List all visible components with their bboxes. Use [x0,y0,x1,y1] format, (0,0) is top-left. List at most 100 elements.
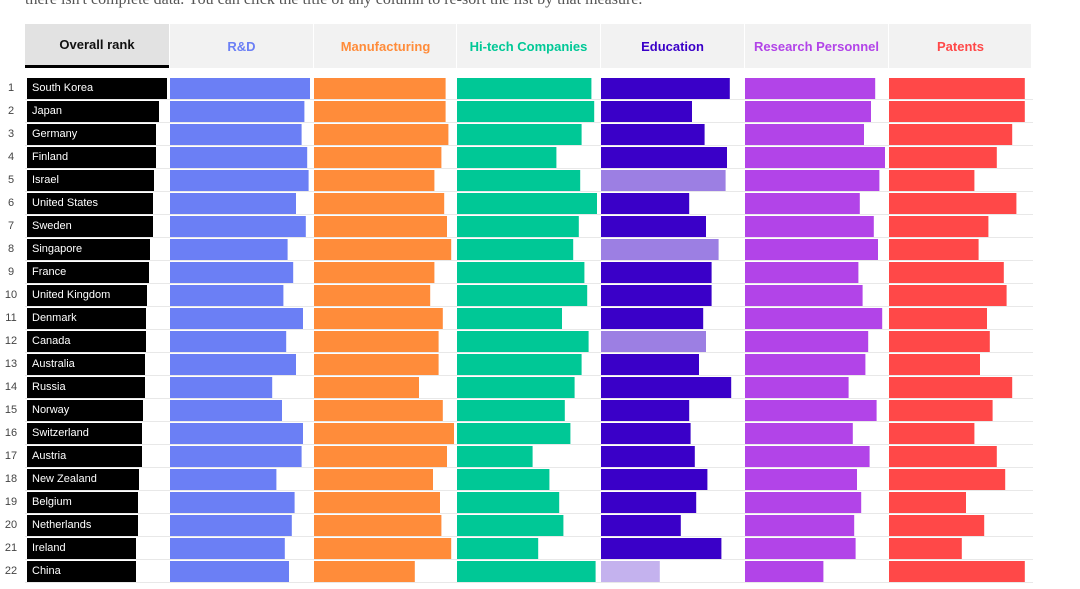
country-bar[interactable]: Israel [27,170,155,191]
rank-number: 19 [4,496,18,508]
rank-number: 7 [7,220,15,232]
bar-hitech [457,193,597,214]
country-bar[interactable]: Netherlands [27,515,138,536]
bar-hitech [457,400,565,421]
bar-hitech [457,469,550,490]
bar-hitech [457,147,557,168]
country-bar[interactable]: United States [27,193,153,214]
column-header-education[interactable]: Education [600,24,744,68]
bar-manufacturing [314,331,439,352]
rank-number: 14 [4,381,18,393]
rank-number: 9 [7,266,15,278]
country-label: Germany [32,128,78,140]
bar-patents [889,308,987,329]
column-header-rd[interactable]: R&D [169,24,313,68]
bar-manufacturing [314,285,431,306]
country-label: Australia [32,358,75,370]
bar-research [745,193,860,214]
column-header-manufacturing[interactable]: Manufacturing [313,24,457,68]
bar-patents [889,446,997,467]
row-divider [25,513,1033,514]
bar-manufacturing [314,124,449,145]
bar-research [745,101,871,122]
country-bar[interactable]: Switzerland [27,423,142,444]
rank-number: 10 [4,289,18,301]
country-label: United States [32,197,99,209]
country-label: France [32,266,67,278]
bar-research [745,216,874,237]
bar-hitech [457,308,562,329]
country-bar[interactable]: New Zealand [27,469,139,490]
bar-hitech [457,101,595,122]
rank-number: 8 [7,243,15,255]
rank-number: 20 [4,519,18,531]
bar-patents [889,124,1013,145]
bar-education [601,377,732,398]
country-bar[interactable]: Ireland [27,538,137,559]
country-bar[interactable]: France [27,262,149,283]
country-bar[interactable]: Japan [27,101,159,122]
country-bar[interactable]: United Kingdom [27,285,148,306]
country-bar[interactable]: Russia [27,377,145,398]
country-bar[interactable]: Belgium [27,492,138,513]
country-bar[interactable]: South Korea [27,78,167,99]
country-bar[interactable]: Canada [27,331,146,352]
rank-number: 13 [4,358,18,370]
bar-rd [170,515,292,536]
country-label: Ireland [32,542,66,554]
row-divider [25,421,1033,422]
row-divider [25,122,1033,123]
country-label: Canada [32,335,71,347]
bar-research [745,78,876,99]
rank-number: 16 [4,427,18,439]
country-label: South Korea [32,82,94,94]
bar-patents [889,515,985,536]
bar-rd [170,308,303,329]
bar-manufacturing [314,262,435,283]
country-bar[interactable]: Australia [27,354,145,375]
country-bar[interactable]: Sweden [27,216,153,237]
column-header-research[interactable]: Research Personnel [744,24,888,68]
row-divider [25,191,1033,192]
country-label: Israel [32,174,59,186]
country-label: United Kingdom [32,289,111,301]
bar-manufacturing [314,170,435,191]
bar-hitech [457,538,539,559]
column-header-rank[interactable]: Overall rank [25,24,169,68]
country-bar[interactable]: China [27,561,137,582]
bar-education [601,285,712,306]
bar-education [601,239,719,260]
country-bar[interactable]: Austria [27,446,142,467]
row-divider [25,283,1033,284]
country-bar[interactable]: Germany [27,124,156,145]
bar-education [601,400,690,421]
country-bar[interactable]: Finland [27,147,156,168]
bar-education [601,469,708,490]
country-label: China [32,565,61,577]
bar-rd [170,78,310,99]
country-bar[interactable]: Denmark [27,308,146,329]
rank-number: 6 [7,197,15,209]
country-bar[interactable]: Norway [27,400,144,421]
row-divider [25,168,1033,169]
bar-hitech [457,377,575,398]
country-label: Norway [32,404,70,416]
country-label: Russia [32,381,66,393]
bar-manufacturing [314,308,443,329]
bar-patents [889,400,993,421]
row-divider [25,260,1033,261]
bar-manufacturing [314,193,445,214]
row-divider [25,467,1033,468]
country-bar[interactable]: Singapore [27,239,151,260]
rank-number: 4 [7,151,15,163]
bar-rd [170,446,302,467]
country-label: Finland [32,151,69,163]
country-label: Switzerland [32,427,89,439]
row-divider [25,490,1033,491]
row-divider [25,559,1033,560]
bar-research [745,285,863,306]
column-header-patents[interactable]: Patents [888,24,1032,68]
column-header-hitech[interactable]: Hi-tech Companies [456,24,600,68]
rank-number: 3 [7,128,15,140]
